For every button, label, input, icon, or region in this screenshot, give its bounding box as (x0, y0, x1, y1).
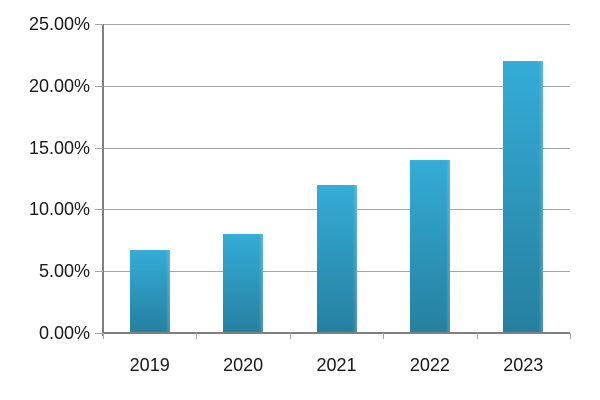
y-tick-mark (95, 147, 103, 149)
y-tick-mark (95, 271, 103, 273)
bar-2023 (503, 61, 544, 333)
gridline (103, 147, 570, 149)
gridline (103, 24, 570, 25)
y-tick-label: 20.00% (28, 75, 90, 96)
x-axis-line (102, 332, 570, 334)
y-tick-label: 5.00% (38, 261, 90, 282)
x-tick-mark (196, 333, 198, 339)
bar-2022 (409, 159, 450, 333)
y-tick-label: 0.00% (38, 323, 90, 343)
y-tick-mark (95, 333, 103, 334)
bar-2019 (129, 250, 170, 333)
plot-area (102, 24, 570, 337)
x-tick-mark (289, 333, 291, 339)
x-tick-label: 2021 (316, 355, 357, 375)
gridline (103, 85, 570, 87)
bar-2020 (223, 234, 264, 333)
bar-2021 (316, 184, 357, 333)
y-tick-label: 10.00% (28, 199, 90, 220)
y-tick-label: 25.00% (28, 14, 90, 34)
x-tick-label: 2019 (129, 355, 170, 375)
y-axis-line (102, 24, 104, 337)
x-tick-mark (476, 333, 478, 339)
y-tick-mark (95, 209, 103, 211)
x-tick-label: 2020 (223, 355, 264, 375)
x-tick-mark (570, 333, 571, 339)
x-tick-mark (103, 333, 104, 339)
y-tick-mark (95, 85, 103, 87)
y-tick-mark (95, 24, 103, 25)
x-tick-mark (383, 333, 385, 339)
x-tick-label: 2023 (503, 355, 544, 375)
y-tick-label: 15.00% (28, 137, 90, 158)
x-tick-label: 2022 (409, 355, 450, 375)
